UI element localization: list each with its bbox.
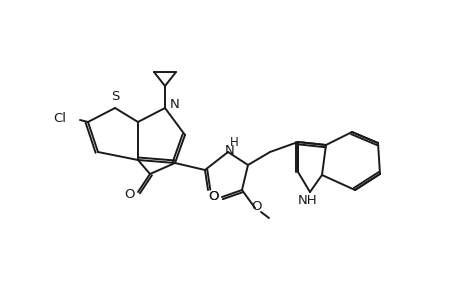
- Text: Cl: Cl: [53, 112, 66, 124]
- Text: O: O: [124, 188, 135, 202]
- Text: H: H: [229, 136, 238, 148]
- Text: N: N: [224, 143, 235, 157]
- Text: O: O: [251, 200, 262, 214]
- Text: NH: NH: [297, 194, 317, 206]
- Text: N: N: [170, 98, 179, 110]
- Text: O: O: [208, 190, 219, 202]
- Text: O: O: [208, 190, 219, 203]
- Text: S: S: [111, 89, 119, 103]
